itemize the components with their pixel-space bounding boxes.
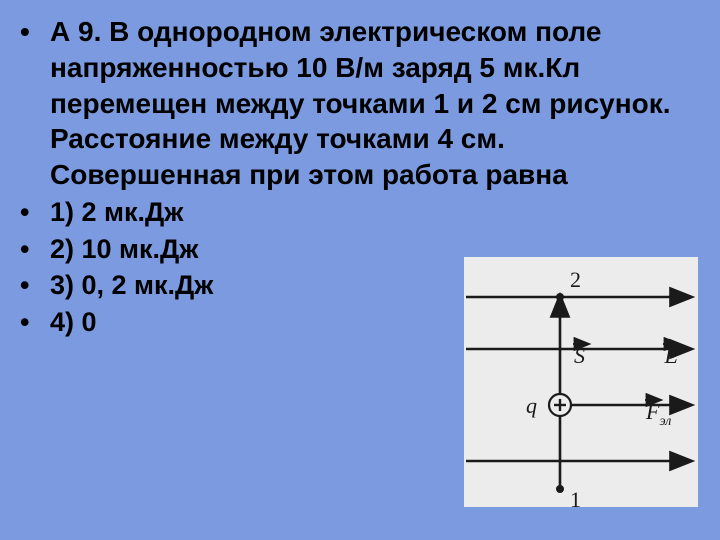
bullet: •: [20, 195, 50, 230]
bullet: •: [20, 305, 50, 340]
problem-text: А 9. В однородном электрическом поле нап…: [50, 14, 692, 193]
problem-line: • А 9. В однородном электрическом поле н…: [20, 14, 692, 193]
svg-text:q: q: [526, 393, 537, 418]
svg-text:2: 2: [570, 267, 581, 292]
svg-text:S: S: [574, 343, 585, 368]
physics-slide: • А 9. В однородном электрическом поле н…: [0, 0, 720, 540]
bullet: •: [20, 268, 50, 303]
bullet: •: [20, 232, 50, 267]
field-diagram: q21SEFэл: [464, 257, 698, 507]
option-1: • 1) 2 мк.Дж: [20, 195, 692, 230]
svg-text:1: 1: [570, 487, 581, 507]
svg-text:E: E: [664, 343, 679, 368]
option-label: 1) 2 мк.Дж: [50, 195, 692, 230]
bullet: •: [20, 14, 50, 50]
